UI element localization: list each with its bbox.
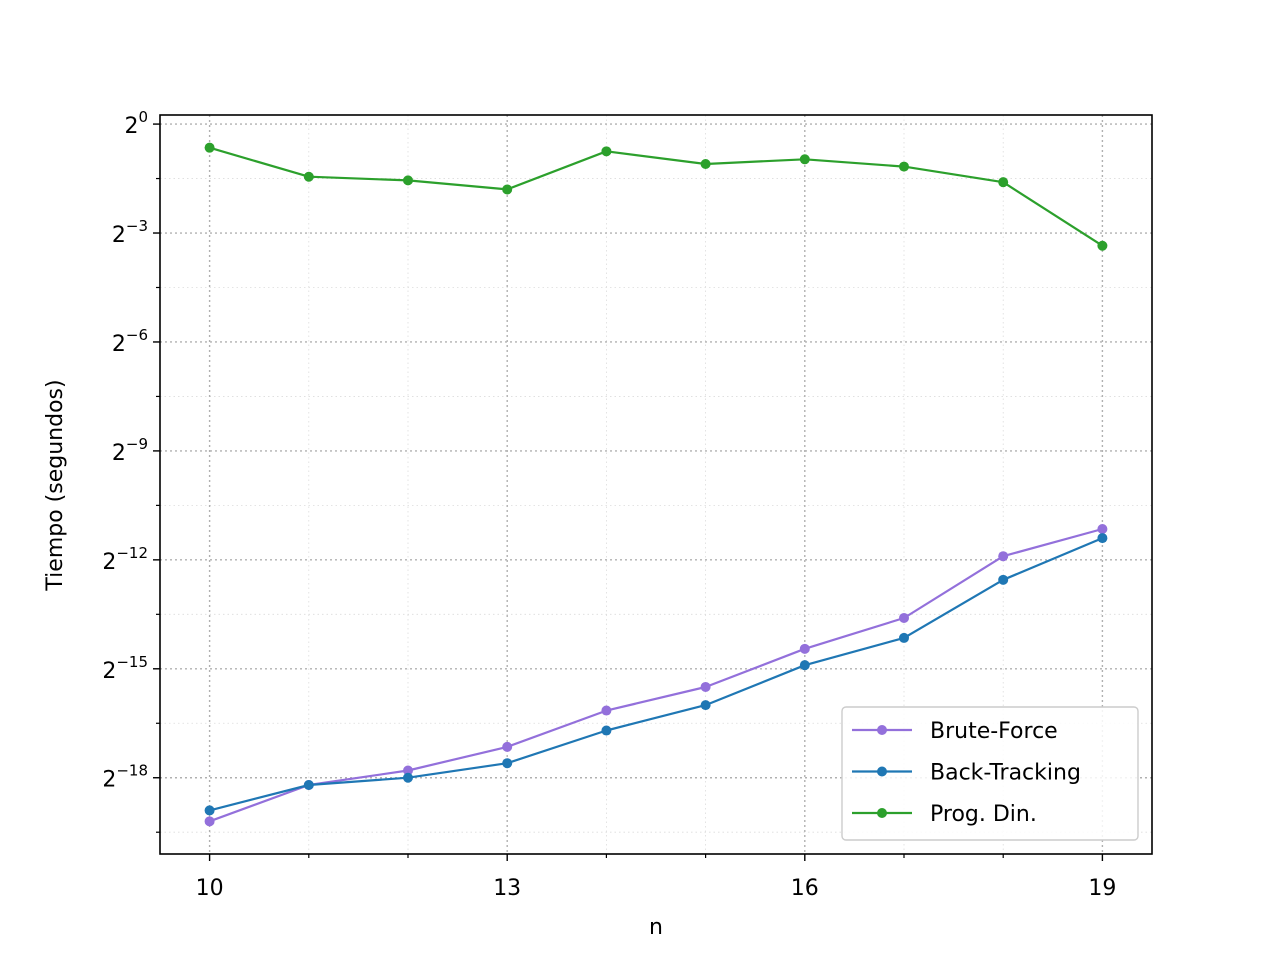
data-point [1097, 533, 1108, 544]
data-point [1097, 523, 1108, 534]
data-point [601, 705, 612, 716]
data-point [799, 643, 810, 654]
legend-entry-label: Back-Tracking [930, 761, 1081, 786]
y-tick-label: 2−15 [102, 653, 148, 684]
data-point [998, 551, 1009, 562]
legend-swatch-marker [877, 766, 887, 777]
data-point [998, 574, 1009, 585]
data-point [601, 146, 612, 157]
y-tick-label: 2−18 [102, 762, 148, 793]
y-axis-ticks: 20 2−3 2−6 2−9 2−12 2−15 2−18 [102, 108, 160, 833]
legend-entry-label: Brute-Force [930, 719, 1058, 744]
y-axis-label: Tiempo (segundos) [43, 379, 68, 591]
data-point [998, 177, 1009, 188]
data-point [700, 159, 711, 170]
legend-box [841, 706, 1139, 841]
data-point [502, 758, 513, 769]
legend-swatch-marker [877, 725, 887, 735]
minor-grid [160, 115, 1152, 854]
x-tick-label: 13 [493, 876, 521, 901]
data-point [204, 816, 215, 827]
data-point [204, 142, 215, 153]
x-tick-label: 16 [791, 876, 819, 901]
data-point [700, 700, 711, 711]
data-point [899, 632, 909, 643]
y-tick-label: 2−3 [112, 217, 148, 248]
legend: Brute-Force Back-Tracking Prog. Din. [841, 706, 1139, 841]
data-point [601, 725, 612, 736]
data-point [700, 681, 711, 692]
y-tick-label: 2−9 [112, 435, 148, 466]
series-line [209, 146, 1103, 247]
x-axis-ticks: 10 13 16 19 [196, 854, 1116, 901]
data-point [403, 772, 413, 783]
data-point [502, 184, 513, 195]
data-point [303, 171, 314, 182]
data-point [303, 780, 314, 791]
y-tick-label: 2−6 [112, 326, 148, 357]
series-line [209, 527, 1103, 823]
legend-entry-label: Prog. Din. [930, 802, 1037, 827]
series-layer [204, 142, 1108, 827]
data-point [899, 161, 909, 172]
x-axis-label: n [649, 915, 663, 940]
series-line [209, 537, 1103, 812]
y-tick-label: 20 [124, 108, 148, 139]
data-point [502, 741, 513, 752]
data-point [403, 175, 413, 186]
major-grid [160, 115, 1152, 854]
data-point [799, 660, 810, 671]
data-point [204, 805, 215, 816]
legend-swatch-marker [877, 808, 887, 818]
data-point [799, 154, 810, 165]
plot-frame [159, 114, 1153, 855]
data-point [403, 765, 413, 776]
x-tick-label: 10 [196, 876, 224, 901]
x-tick-label: 19 [1088, 876, 1116, 901]
data-point [1097, 240, 1108, 251]
y-tick-label: 2−12 [102, 544, 148, 575]
data-point [899, 612, 909, 623]
